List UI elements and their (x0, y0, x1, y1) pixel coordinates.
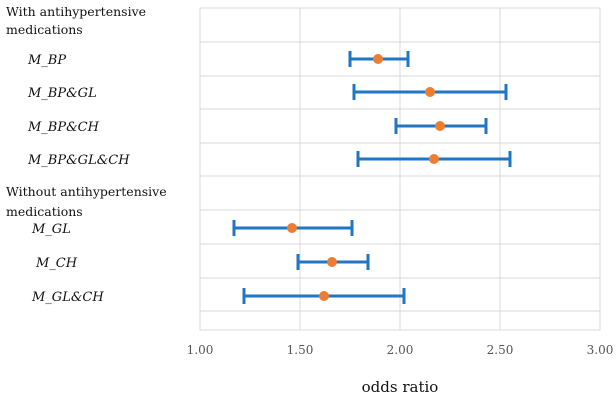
data-marks (232, 51, 512, 304)
x-tick-label: 1.50 (287, 343, 314, 357)
odds-ratio-point (429, 154, 439, 164)
row-label: M_BP&GL (27, 86, 97, 101)
x-tick-label: 2.50 (487, 343, 514, 357)
odds-ratio-point (373, 54, 383, 64)
x-axis-title: odds ratio (362, 378, 439, 396)
group-labels: With antihypertensive medications Withou… (6, 4, 167, 219)
row-label: M_BP&GL&CH (27, 153, 130, 168)
row-label: M_CH (35, 256, 78, 271)
row-labels: M_BP M_BP&GL M_BP&CH M_BP&GL&CH M_GL M_CH M_GL… (27, 53, 130, 305)
x-tick-label: 3.00 (587, 343, 614, 357)
group-label-without-line1: Without antihypertensive (6, 184, 167, 199)
odds-ratio-point (287, 223, 297, 233)
grid-lines (199, 7, 601, 331)
row-label: M_GL (31, 222, 71, 237)
x-tick-labels: 1.00 1.50 2.00 2.50 3.00 (187, 343, 614, 357)
odds-ratio-point (435, 121, 445, 131)
group-label-with-line1: With antihypertensive (6, 4, 146, 19)
row-label: M_BP (27, 53, 66, 68)
odds-ratio-point (319, 291, 329, 301)
row-label: M_GL&CH (31, 290, 104, 305)
x-tick-label: 1.00 (187, 343, 214, 357)
odds-ratio-point (327, 257, 337, 267)
group-label-without-line2: medications (6, 204, 83, 219)
x-tick-label: 2.00 (387, 343, 414, 357)
group-label-with-line2: medications (6, 22, 83, 37)
odds-ratio-point (425, 87, 435, 97)
row-label: M_BP&CH (27, 120, 100, 135)
